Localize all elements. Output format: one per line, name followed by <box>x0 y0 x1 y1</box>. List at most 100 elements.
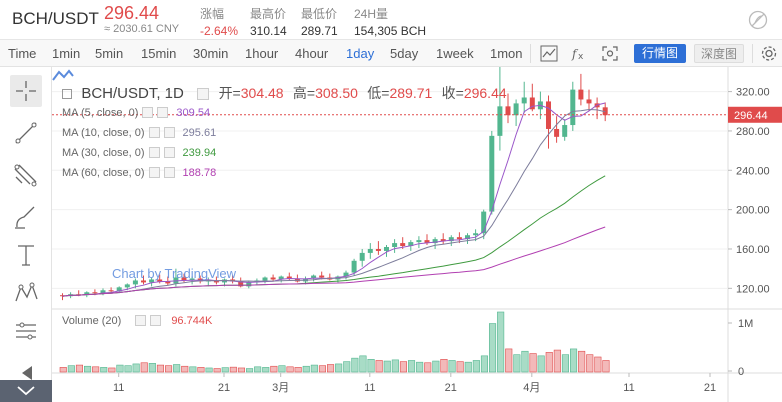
ma-value: 239.94 <box>182 147 217 159</box>
fib-tool-icon[interactable] <box>10 159 42 191</box>
ma-row: MA (5, close, 0) 309.54 <box>62 107 210 119</box>
settings-icon[interactable] <box>759 44 779 63</box>
candle-body <box>384 247 389 251</box>
depth-view-button[interactable]: 深度图 <box>694 44 744 63</box>
interval-5day[interactable]: 5day <box>390 46 419 61</box>
interval-4hour[interactable]: 4hour <box>295 46 329 61</box>
candle-body <box>278 276 284 280</box>
back-arrow-icon[interactable] <box>10 357 42 389</box>
pair-title: BCH/USDT <box>12 9 99 28</box>
volume-bar <box>480 355 489 373</box>
chart-toolbar: Time 1min 5min 15min 30min 1hour 4hour 1… <box>0 40 782 67</box>
interval-15min[interactable]: 15min <box>141 46 177 61</box>
volume-bar <box>513 354 521 373</box>
trend-line-icon[interactable] <box>10 117 42 149</box>
ma-settings-icon[interactable] <box>148 127 160 138</box>
price-axis-label: 240.00 <box>736 165 770 177</box>
volume-bar <box>586 354 594 373</box>
volume-bar <box>75 364 84 373</box>
candles-view-button[interactable]: 行情图 <box>634 44 686 63</box>
interval-time[interactable]: Time <box>8 46 37 61</box>
stat-high: 最高价 310.14 <box>250 5 287 38</box>
volume-bar <box>594 356 602 373</box>
ma-row: MA (60, close, 0) 188.78 <box>62 167 216 179</box>
interval-1min[interactable]: 1min <box>52 46 81 61</box>
volume-bar <box>165 365 173 373</box>
volume-bar <box>383 360 391 373</box>
volume-bar <box>67 365 75 373</box>
volume-bar <box>318 365 327 373</box>
interval-1day[interactable]: 1day <box>346 46 375 61</box>
ma-value: 188.78 <box>182 167 217 179</box>
stat-low: 最低价 289.71 <box>301 5 338 38</box>
ma-close-icon[interactable] <box>163 127 175 138</box>
volume-bar <box>521 350 529 373</box>
ma-settings-icon[interactable] <box>148 167 160 178</box>
ma-close-icon[interactable] <box>163 167 175 178</box>
interval-30min[interactable]: 30min <box>193 46 229 61</box>
ma-settings-icon[interactable] <box>142 107 154 118</box>
candle-body <box>432 239 438 244</box>
volume-bar <box>456 361 464 373</box>
time-axis-label: 21 <box>218 382 230 394</box>
ma-label: MA (5, close, 0) <box>62 107 139 119</box>
open-label: 开= <box>218 85 241 101</box>
candle-body <box>165 281 171 284</box>
volume-bar <box>472 360 480 373</box>
stat-value: -2.64% <box>200 24 239 38</box>
indicators-icon[interactable]: f x <box>569 44 589 63</box>
volume-bar <box>229 366 237 373</box>
volume-bar <box>432 360 440 373</box>
volume-bar <box>505 348 513 373</box>
time-axis-label: 11 <box>113 382 124 394</box>
stat-value: 154,305 BCH <box>354 24 427 38</box>
candle-body <box>489 135 495 212</box>
volume-settings-icon[interactable] <box>135 315 147 326</box>
interval-1mon[interactable]: 1mon <box>490 46 523 61</box>
candle-body <box>440 239 446 242</box>
ma-close-icon[interactable] <box>163 147 175 158</box>
price-axis-label: 320.00 <box>736 87 770 99</box>
candle-body <box>92 292 98 294</box>
interval-1hour[interactable]: 1hour <box>245 46 279 61</box>
volume-bar <box>286 366 294 373</box>
toolbar-collapse-button[interactable] <box>0 380 52 402</box>
ma-label: MA (30, close, 0) <box>62 147 145 159</box>
volume-bar <box>424 362 432 373</box>
volume-close-icon[interactable] <box>150 315 162 326</box>
crosshair-icon[interactable] <box>10 75 42 107</box>
text-tool-icon[interactable] <box>10 239 42 271</box>
interval-5min[interactable]: 5min <box>95 46 124 61</box>
candle-body <box>424 240 430 244</box>
candle-body <box>132 280 138 285</box>
measure-tool-icon[interactable] <box>10 315 42 347</box>
ma-row: MA (10, close, 0) 295.61 <box>62 127 216 139</box>
ma-close-icon[interactable] <box>157 107 169 118</box>
legend-settings-icon[interactable] <box>197 88 210 100</box>
ma-value: 295.61 <box>182 127 217 139</box>
brush-icon[interactable] <box>10 201 42 233</box>
volume-bar <box>537 355 545 373</box>
volume-bar <box>237 367 245 373</box>
volume-bar <box>262 367 270 373</box>
fullscreen-icon[interactable] <box>600 44 620 63</box>
time-axis-label: 11 <box>364 382 375 394</box>
pattern-tool-icon[interactable] <box>10 277 42 309</box>
price-axis-label: 200.00 <box>736 205 770 217</box>
candle-body <box>149 279 155 283</box>
candle-body <box>124 284 130 288</box>
volume-bar <box>602 360 610 373</box>
ma-settings-icon[interactable] <box>148 147 160 158</box>
candle-body <box>554 128 560 137</box>
volume-bar <box>254 366 262 373</box>
low-label: 低= <box>367 85 390 101</box>
candlestick-chart[interactable]: 320.00 280.00 240.00 200.00 160.00 120.00 296.… <box>52 67 782 402</box>
interval-1week[interactable]: 1week <box>436 46 474 61</box>
price-chart[interactable]: 320.00 280.00 240.00 200.00 160.00 120.00 296.… <box>52 67 782 402</box>
volume-bar <box>205 367 213 373</box>
candle-body <box>343 272 349 277</box>
volume-bar <box>278 365 286 373</box>
chart-type-icon[interactable] <box>539 44 559 63</box>
candle-body <box>108 290 114 292</box>
stat-label: 涨幅 <box>200 7 225 21</box>
